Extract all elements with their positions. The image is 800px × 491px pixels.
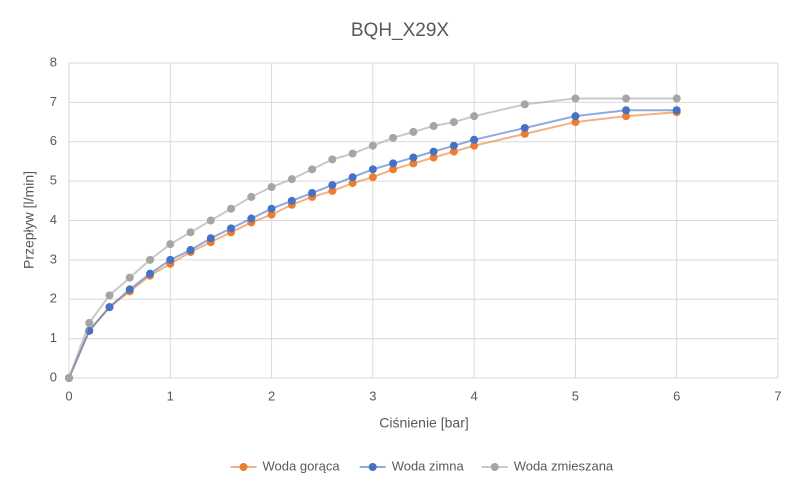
data-point [389, 165, 398, 174]
data-point [267, 183, 276, 192]
data-point [328, 186, 337, 195]
x-tick-label: 4 [471, 388, 478, 403]
data-point [449, 118, 458, 127]
data-point [368, 173, 377, 182]
x-tick-label: 0 [65, 388, 72, 403]
data-point [206, 234, 215, 243]
data-point [470, 141, 479, 150]
data-point [227, 224, 236, 233]
data-point [146, 269, 155, 278]
data-point [571, 118, 580, 127]
x-tick-label: 6 [673, 388, 680, 403]
data-point [287, 175, 296, 184]
y-tick-label: 8 [50, 54, 57, 69]
legend-label: Woda gorąca [263, 458, 341, 473]
y-axis-label: Przepływ [l/min] [21, 171, 37, 269]
legend-label: Woda zimna [392, 458, 465, 473]
x-axis-label: Ciśnienie [bar] [379, 415, 469, 431]
y-tick-label: 6 [50, 133, 57, 148]
data-point [409, 159, 418, 168]
y-tick-label: 5 [50, 173, 57, 188]
data-point [247, 192, 256, 201]
x-tick-label: 5 [572, 388, 579, 403]
data-point [267, 204, 276, 213]
data-point [520, 123, 529, 132]
data-point [622, 106, 631, 115]
data-point [287, 196, 296, 205]
legend-marker [239, 463, 248, 471]
data-point [186, 228, 195, 237]
data-point [166, 240, 175, 249]
data-point [368, 165, 377, 174]
data-point [227, 204, 236, 213]
data-point [449, 147, 458, 156]
x-tick-label: 2 [268, 388, 275, 403]
data-point [571, 94, 580, 103]
y-tick-label: 0 [50, 369, 57, 384]
data-point [622, 94, 631, 103]
y-tick-label: 3 [50, 251, 57, 266]
data-point [105, 303, 114, 312]
data-point [247, 214, 256, 223]
data-point [449, 141, 458, 150]
data-point [622, 112, 631, 121]
x-tick-label: 1 [167, 388, 174, 403]
x-tick-label: 7 [774, 388, 781, 403]
data-point [409, 153, 418, 162]
data-point [409, 127, 418, 136]
data-point [328, 181, 337, 190]
data-point [105, 291, 114, 300]
data-point [328, 155, 337, 164]
data-point [308, 188, 317, 197]
data-point [267, 210, 276, 219]
data-point [65, 374, 73, 382]
data-point [429, 153, 438, 162]
legend-marker [490, 463, 499, 471]
data-point [186, 246, 195, 255]
data-point [470, 112, 479, 121]
y-tick-label: 7 [50, 94, 57, 109]
data-point [125, 273, 134, 282]
data-point [146, 255, 155, 264]
data-point [166, 255, 175, 264]
data-point [206, 216, 215, 225]
y-tick-label: 1 [50, 330, 57, 345]
data-point [429, 147, 438, 156]
data-point [368, 141, 377, 150]
data-point [348, 179, 357, 188]
legend-label: Woda zmieszana [514, 458, 614, 473]
data-point [520, 100, 529, 109]
x-tick-label: 3 [369, 388, 376, 403]
data-point [125, 285, 134, 294]
data-point [470, 135, 479, 144]
data-point [85, 318, 94, 327]
data-point [389, 159, 398, 168]
data-point [672, 94, 681, 103]
y-tick-label: 2 [50, 291, 57, 306]
data-point [672, 106, 681, 115]
y-tick-label: 4 [50, 212, 57, 227]
data-point [348, 173, 357, 182]
data-point [520, 129, 529, 138]
data-point [308, 165, 317, 174]
data-point [389, 133, 398, 142]
data-point [571, 112, 580, 121]
data-point [348, 149, 357, 158]
legend-marker [368, 463, 377, 471]
data-point [429, 122, 438, 130]
chart-title: BQH_X29X [351, 20, 450, 41]
